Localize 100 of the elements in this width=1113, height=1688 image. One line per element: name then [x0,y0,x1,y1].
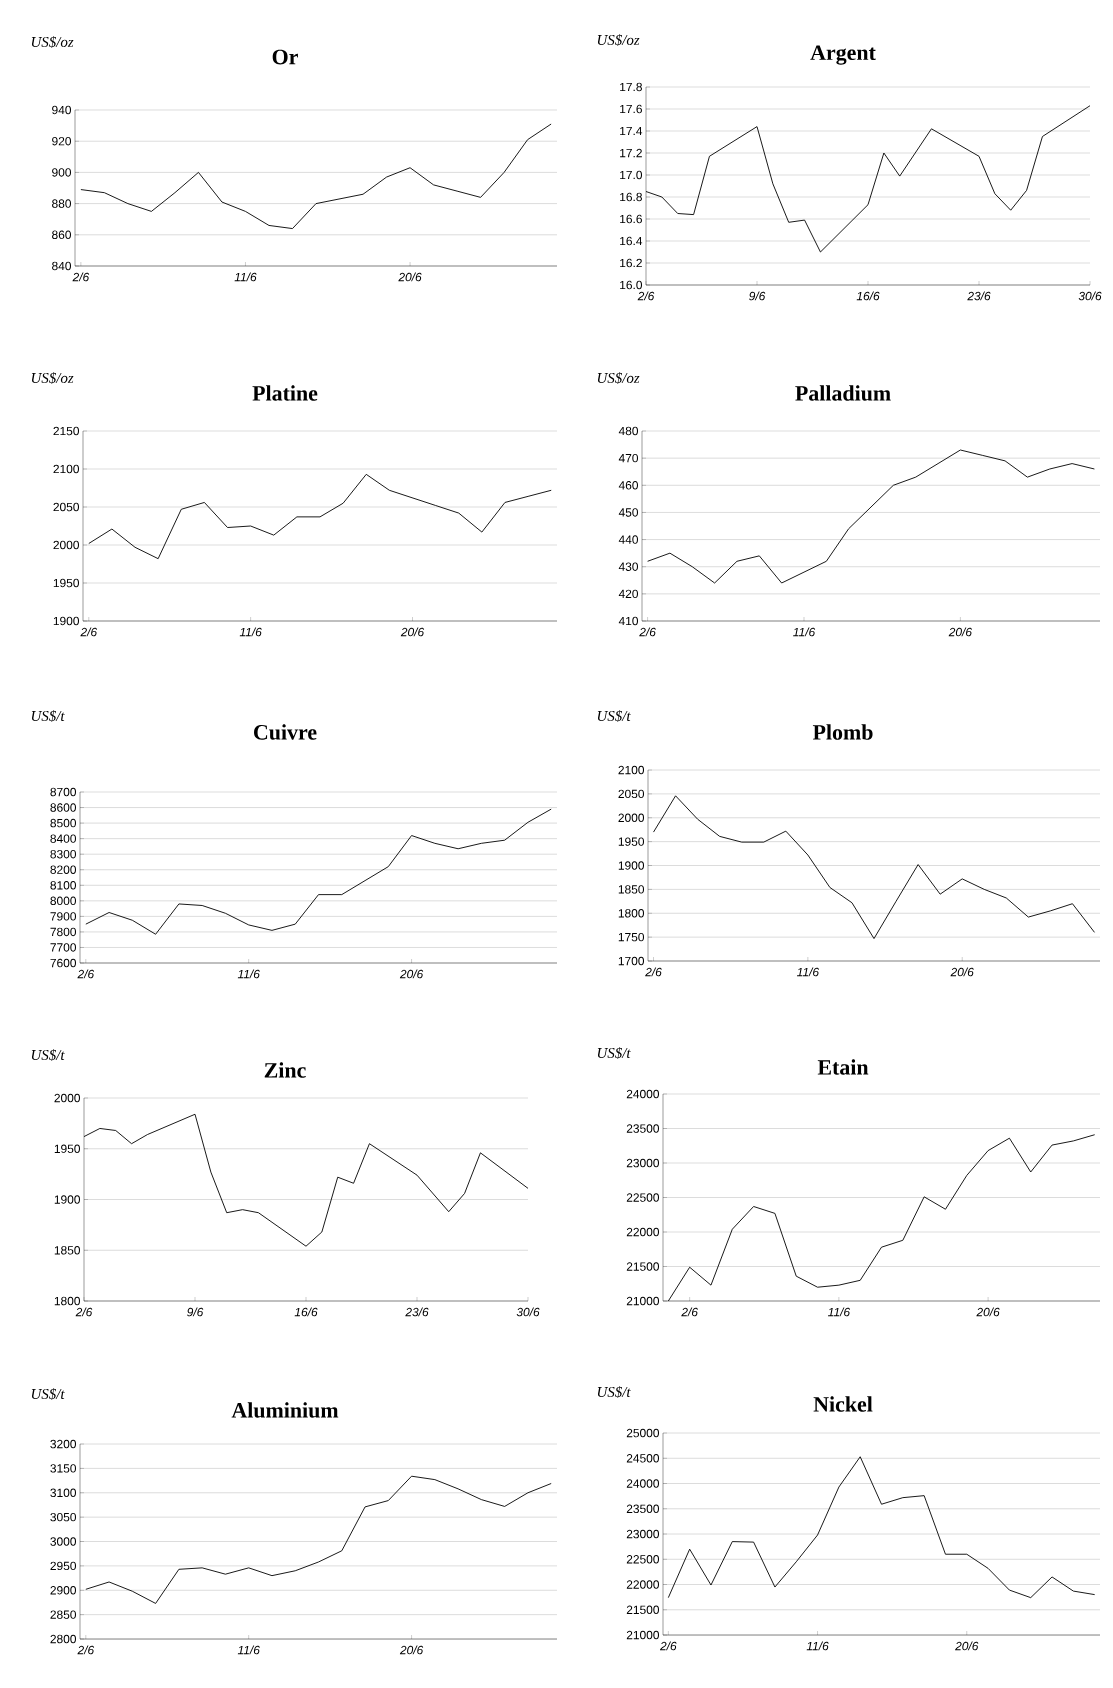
chart-title: Zinc [264,1062,306,1078]
y-axis-title: US$/t [597,710,631,722]
y-tick-label: 8300 [50,849,77,859]
y-tick-label: 1900 [618,861,645,870]
y-tick-label: 2050 [618,789,645,799]
y-tick-label: 1950 [53,578,80,588]
y-axis-title: US$/oz [31,36,74,48]
y-tick-label: 21000 [626,1630,660,1640]
y-tick-label: 23500 [626,1504,660,1513]
y-tick-label: 860 [52,230,72,240]
y-tick-label: 8000 [50,896,77,906]
x-tick-label: 2/6 [77,1645,95,1655]
x-tick-label: 20/6 [955,1641,979,1651]
y-tick-label: 1800 [54,1296,81,1306]
y-tick-label: 920 [52,136,72,146]
y-tick-label: 3000 [50,1537,77,1546]
y-axis-title: US$/t [31,1388,65,1401]
y-tick-label: 7900 [50,912,77,921]
y-tick-label: 940 [52,105,72,115]
x-tick-label: 11/6 [237,1645,260,1655]
x-tick-label: 9/6 [749,291,766,301]
x-tick-label: 11/6 [234,272,257,282]
y-tick-label: 2150 [53,426,80,436]
x-tick-label: 23/6 [405,1307,429,1317]
chart-title: Plomb [812,724,873,740]
x-tick-label: 11/6 [239,627,262,637]
y-axis-title: US$/t [31,1049,65,1061]
y-tick-label: 21000 [626,1296,660,1306]
y-tick-label: 2950 [50,1561,77,1571]
y-tick-label: 8400 [50,834,77,843]
y-tick-label: 16.0 [620,280,643,290]
y-tick-label: 2100 [618,765,645,775]
y-tick-label: 7800 [50,927,77,937]
y-tick-label: 2800 [50,1634,77,1644]
y-tick-label: 1850 [618,885,645,894]
y-tick-label: 470 [618,453,639,463]
chart-title: Etain [817,1059,869,1075]
y-tick-label: 1900 [54,1195,81,1204]
x-tick-label: 20/6 [948,627,972,637]
y-tick-label: 22500 [626,1193,660,1202]
y-tick-label: 1900 [53,616,80,626]
y-tick-label: 16.4 [620,236,643,246]
y-tick-label: 7600 [50,958,77,968]
x-tick-label: 2/6 [639,627,656,637]
y-axis-title: US$/t [597,1386,631,1398]
y-tick-label: 25000 [626,1428,660,1438]
chart-title: Nickel [813,1396,873,1412]
y-axis-title: US$/t [597,1047,631,1059]
y-tick-label: 8600 [50,803,77,812]
y-tick-label: 460 [618,481,639,490]
chart-title: Argent [810,45,876,65]
line-series [667,1134,1096,1302]
x-tick-label: 11/6 [806,1641,829,1651]
x-tick-label: 30/6 [516,1307,540,1317]
y-tick-label: 17.8 [620,82,642,92]
y-tick-label: 7700 [50,943,77,952]
x-tick-label: 23/6 [967,291,991,301]
y-tick-label: 430 [618,562,639,571]
x-tick-label: 20/6 [398,272,422,282]
x-tick-label: 2/6 [659,1641,677,1651]
y-tick-label: 24500 [626,1454,660,1463]
y-tick-label: 8100 [50,881,77,890]
chart-title: Cuivre [254,724,317,740]
x-tick-label: 20/6 [950,967,974,977]
x-tick-label: 16/6 [856,291,880,301]
y-tick-label: 1750 [618,932,645,942]
y-tick-label: 16.6 [620,214,642,224]
y-tick-label: 16.2 [620,258,642,268]
y-tick-label: 1850 [54,1246,81,1255]
y-axis-title: US$/oz [597,34,640,46]
y-tick-label: 17.0 [620,170,643,180]
y-tick-label: 24000 [626,1479,660,1488]
line-series [85,808,552,935]
x-tick-label: 11/6 [237,969,260,979]
y-tick-label: 8200 [50,865,77,874]
chart-title: Palladium [795,385,891,401]
y-tick-label: 8700 [50,787,77,797]
y-tick-label: 880 [52,199,72,208]
y-tick-label: 450 [618,508,639,517]
x-tick-label: 2/6 [77,969,95,979]
y-tick-label: 3100 [50,1488,77,1497]
x-tick-label: 11/6 [796,967,820,977]
line-series [85,1475,552,1604]
x-tick-label: 2/6 [80,627,98,637]
y-tick-label: 21500 [626,1262,660,1271]
chart-title: Or [272,49,298,65]
y-tick-label: 3150 [50,1464,77,1473]
y-tick-label: 17.6 [620,104,642,114]
y-tick-label: 420 [618,589,639,599]
y-tick-label: 840 [52,261,72,271]
x-tick-label: 20/6 [399,969,424,979]
y-tick-label: 440 [618,535,639,544]
chart-title: Aluminium [231,1402,339,1418]
y-tick-label: 23500 [626,1124,660,1133]
y-tick-label: 480 [618,426,639,436]
y-tick-label: 17.4 [620,126,643,136]
x-tick-label: 2/6 [681,1307,698,1317]
x-tick-label: 2/6 [637,291,655,301]
x-tick-label: 11/6 [793,627,816,637]
y-tick-label: 23000 [626,1158,660,1168]
